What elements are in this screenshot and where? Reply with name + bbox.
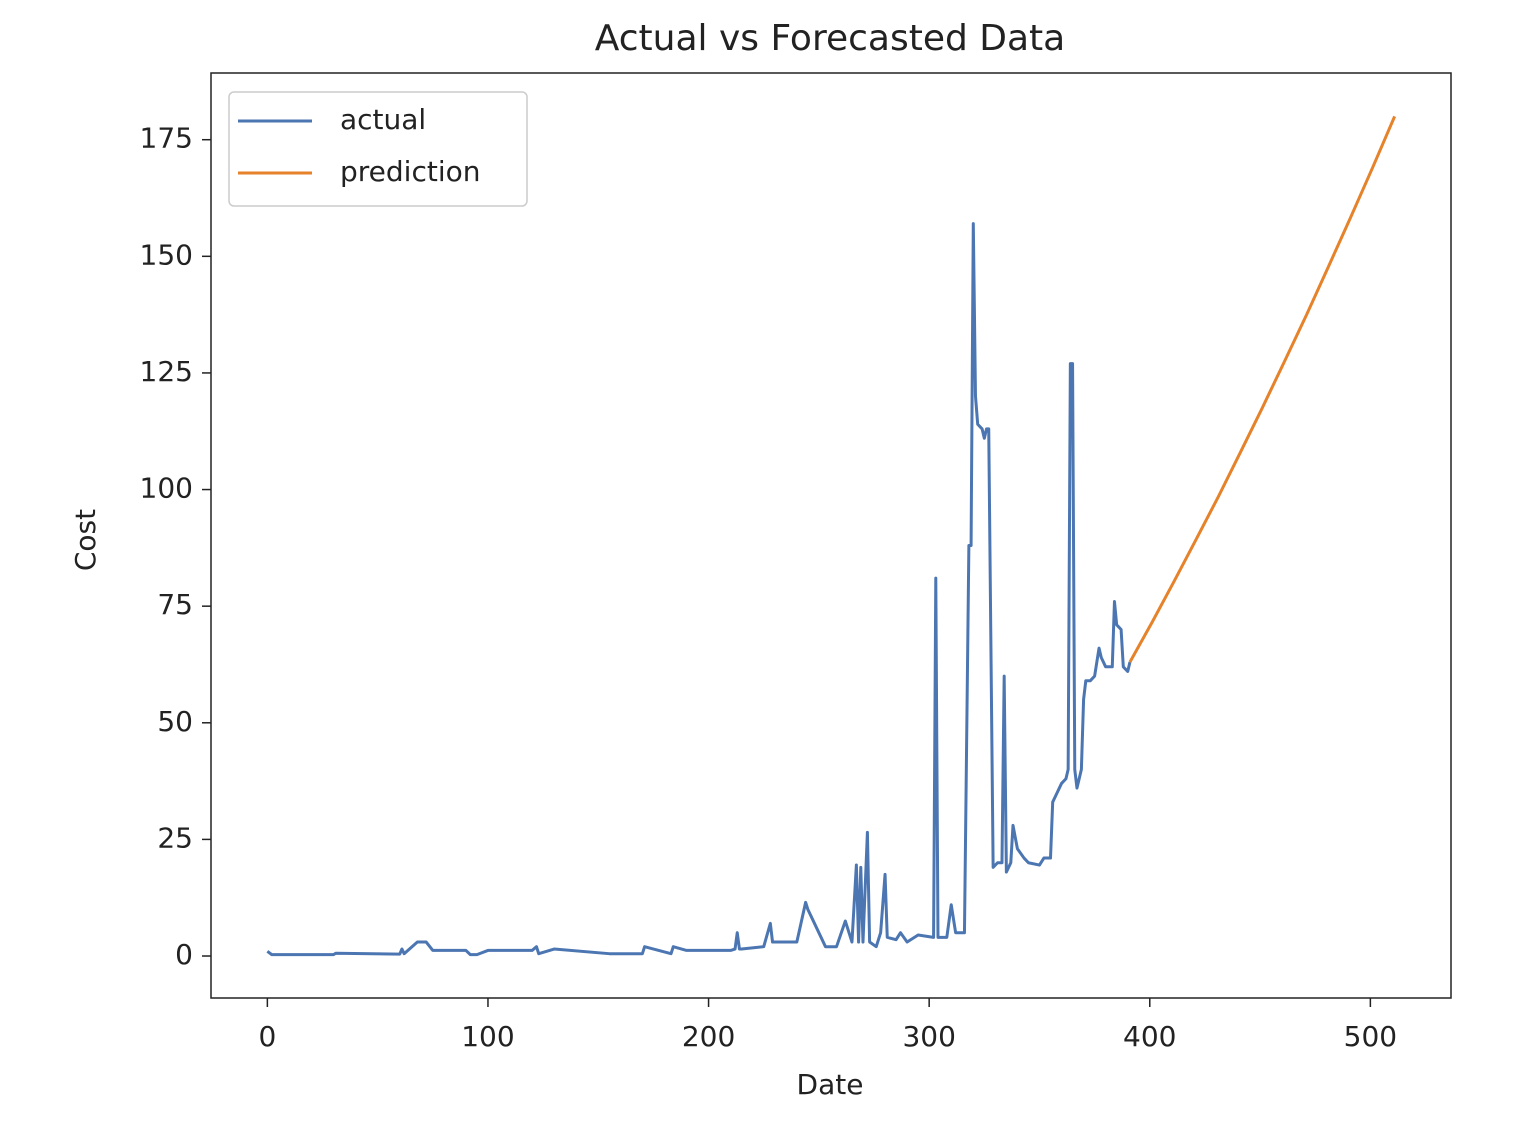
legend-label: prediction bbox=[340, 155, 480, 188]
y-tick-label: 50 bbox=[157, 705, 193, 738]
plot-frame bbox=[210, 72, 1452, 999]
y-tick-label: 125 bbox=[140, 355, 193, 388]
y-tick-label: 100 bbox=[140, 472, 193, 505]
legend-label: actual bbox=[340, 103, 426, 136]
y-tick-label: 75 bbox=[157, 588, 193, 621]
y-tick-label: 25 bbox=[157, 821, 193, 854]
x-tick-label: 200 bbox=[682, 1020, 735, 1053]
x-tick-label: 100 bbox=[461, 1020, 514, 1053]
y-tick-label: 150 bbox=[140, 238, 193, 271]
y-axis-label: Cost bbox=[69, 509, 102, 571]
y-tick-label: 175 bbox=[140, 122, 193, 155]
x-tick-label: 400 bbox=[1123, 1020, 1176, 1053]
x-tick-label: 300 bbox=[902, 1020, 955, 1053]
line-series bbox=[1128, 115, 1397, 663]
x-tick-label: 500 bbox=[1344, 1020, 1397, 1053]
x-tick-label: 0 bbox=[258, 1020, 276, 1053]
y-tick-label: 0 bbox=[175, 938, 193, 971]
chart-title: Actual vs Forecasted Data bbox=[595, 18, 1065, 59]
line-series bbox=[266, 222, 1132, 957]
x-axis-label: Date bbox=[797, 1068, 864, 1101]
